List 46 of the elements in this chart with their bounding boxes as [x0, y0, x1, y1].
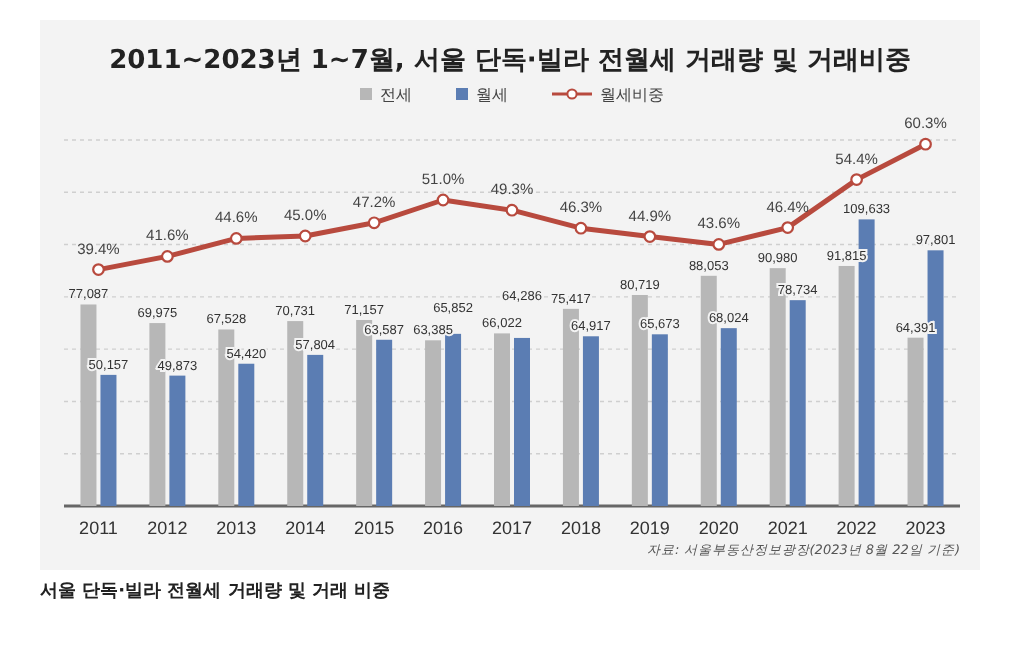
point [436, 193, 450, 207]
bar [169, 375, 186, 506]
bar [907, 337, 924, 506]
point [160, 250, 174, 263]
x-tick-label: 2016 [423, 517, 464, 538]
x-tick-label: 2019 [629, 517, 670, 538]
bar [425, 340, 442, 506]
x-tick-label: 2021 [767, 517, 808, 538]
x-tick-label: 2012 [147, 517, 188, 538]
bar [445, 333, 462, 506]
point [505, 203, 519, 217]
x-tick-label: 2023 [905, 517, 946, 538]
x-tick-label: 2013 [216, 517, 257, 538]
point [712, 238, 726, 251]
x-tick-label: 2011 [79, 517, 118, 538]
bar [100, 374, 117, 506]
bar [651, 334, 668, 506]
x-tick-label: 2015 [354, 517, 395, 538]
point [92, 263, 105, 276]
bar [789, 300, 806, 506]
legend-label: 전세 [380, 86, 412, 104]
bar [307, 354, 324, 506]
x-tick-label: 2018 [560, 517, 601, 538]
x-tick-label: 2020 [698, 517, 739, 538]
legend-label: 월세비중 [600, 86, 664, 104]
legend-label: 월세 [476, 86, 508, 104]
point [574, 221, 588, 235]
bar [720, 328, 737, 506]
point [367, 216, 381, 230]
bar [238, 363, 255, 506]
point [850, 173, 864, 186]
point [229, 232, 243, 245]
bar [582, 336, 599, 506]
text: 서울 단독·빌라 전월세 거래량 및 거래 비중 [40, 582, 391, 602]
bar [838, 265, 855, 506]
point [298, 229, 312, 243]
chart-title: 2011~2023년 1~7월, 서울 단독·빌라 전월세 거래량 및 거래비중 [109, 46, 911, 76]
point [643, 230, 657, 243]
point [919, 137, 932, 151]
x-tick-label: 2022 [836, 517, 877, 538]
point [781, 221, 795, 234]
x-tick-label: 2014 [285, 517, 326, 538]
x-tick-label: 2017 [491, 517, 533, 538]
bar [514, 337, 530, 506]
bar [376, 339, 393, 506]
bar [494, 333, 510, 506]
